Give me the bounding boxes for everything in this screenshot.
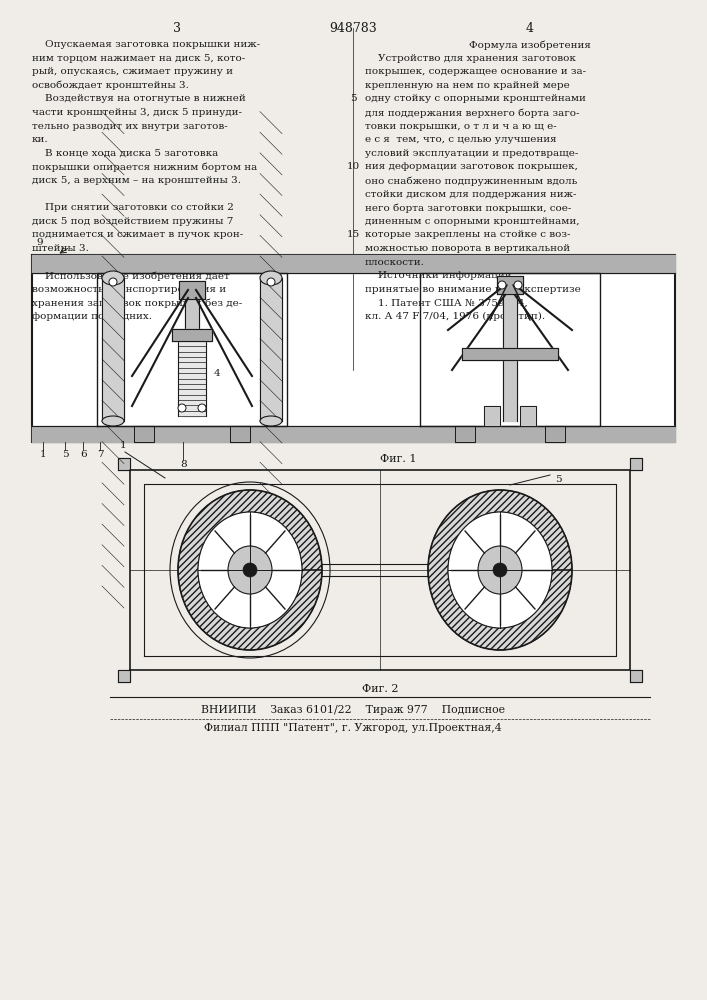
Text: Устройство для хранения заготовок: Устройство для хранения заготовок [365, 54, 576, 63]
Text: освобождает кронштейны 3.: освобождает кронштейны 3. [32, 81, 189, 90]
Text: штейны 3.: штейны 3. [32, 244, 89, 253]
Ellipse shape [102, 416, 124, 426]
Text: плоскости.: плоскости. [365, 258, 425, 267]
Text: него борта заготовки покрышки, сое-: него борта заготовки покрышки, сое- [365, 203, 571, 213]
Text: можностью поворота в вертикальной: можностью поворота в вертикальной [365, 244, 570, 253]
Text: хранения заготовок покрышек без де-: хранения заготовок покрышек без де- [32, 298, 243, 308]
Text: товки покрышки, о т л и ч а ю щ е-: товки покрышки, о т л и ч а ю щ е- [365, 122, 556, 131]
Text: 948783: 948783 [329, 22, 377, 35]
Text: поднимается и сжимает в пучок крон-: поднимается и сжимает в пучок крон- [32, 230, 243, 239]
Text: диск 5, а верхним – на кронштейны 3.: диск 5, а верхним – на кронштейны 3. [32, 176, 241, 185]
Text: Фиг. 2: Фиг. 2 [362, 684, 398, 694]
Circle shape [498, 281, 506, 289]
Text: 4: 4 [214, 369, 221, 378]
Text: 4: 4 [526, 22, 534, 35]
Text: В конце хода диска 5 заготовка: В конце хода диска 5 заготовка [32, 149, 218, 158]
Text: для поддержания верхнего борта заго-: для поддержания верхнего борта заго- [365, 108, 580, 117]
Circle shape [243, 563, 257, 577]
Circle shape [178, 404, 186, 412]
Text: е с я  тем, что, с целью улучшения: е с я тем, что, с целью улучшения [365, 135, 556, 144]
Circle shape [198, 404, 206, 412]
Text: Филиал ППП "Патент", г. Ужгород, ул.Проектная,4: Филиал ППП "Патент", г. Ужгород, ул.Прое… [204, 723, 502, 733]
Text: крепленную на нем по крайней мере: крепленную на нем по крайней мере [365, 81, 570, 90]
Text: 3: 3 [104, 351, 110, 360]
Text: 5: 5 [350, 94, 356, 103]
Circle shape [109, 278, 117, 286]
Text: Воздействуя на отогнутые в нижней: Воздействуя на отогнутые в нижней [32, 94, 246, 103]
Text: Формула изобретения: Формула изобретения [469, 40, 591, 49]
Text: 8: 8 [180, 460, 187, 469]
Text: Фиг. 1: Фиг. 1 [380, 454, 416, 464]
Text: покрышек, содержащее основание и за-: покрышек, содержащее основание и за- [365, 67, 586, 76]
Text: 1: 1 [40, 450, 47, 459]
Text: диск 5 под воздействием пружины 7: диск 5 под воздействием пружины 7 [32, 217, 233, 226]
Text: 3: 3 [173, 22, 181, 35]
Ellipse shape [198, 512, 302, 628]
Text: покрышки опирается нижним бортом на: покрышки опирается нижним бортом на [32, 162, 257, 172]
Text: 2: 2 [200, 331, 206, 340]
Ellipse shape [478, 546, 522, 594]
Text: 15: 15 [346, 230, 360, 239]
Text: тельно разводит их внутри заготов-: тельно разводит их внутри заготов- [32, 122, 228, 131]
Text: которые закреплены на стойке с воз-: которые закреплены на стойке с воз- [365, 230, 571, 239]
Text: 1: 1 [120, 441, 127, 450]
Text: принятые во внимание при экспертизе: принятые во внимание при экспертизе [365, 285, 580, 294]
Text: 9: 9 [36, 238, 42, 247]
Text: Источники информации,: Источники информации, [365, 271, 515, 280]
Circle shape [514, 281, 522, 289]
Text: ки.: ки. [32, 135, 49, 144]
Text: 5: 5 [62, 450, 69, 459]
Polygon shape [178, 490, 322, 650]
Text: 7: 7 [97, 450, 104, 459]
Text: 1. Патент США № 3759394,: 1. Патент США № 3759394, [365, 298, 527, 307]
Text: части кронштейны 3, диск 5 принуди-: части кронштейны 3, диск 5 принуди- [32, 108, 242, 117]
Text: 6: 6 [80, 450, 87, 459]
Text: одну стойку с опорными кронштейнами: одну стойку с опорными кронштейнами [365, 94, 586, 103]
Circle shape [267, 278, 275, 286]
Text: Опускаемая заготовка покрышки ниж-: Опускаемая заготовка покрышки ниж- [32, 40, 260, 49]
Ellipse shape [260, 416, 282, 426]
Text: ним торцом нажимает на диск 5, кото-: ним торцом нажимает на диск 5, кото- [32, 54, 245, 63]
Text: Использование изобретения дает: Использование изобретения дает [32, 271, 230, 281]
Text: рый, опускаясь, сжимает пружину и: рый, опускаясь, сжимает пружину и [32, 67, 233, 76]
Text: ния деформации заготовок покрышек,: ния деформации заготовок покрышек, [365, 162, 578, 171]
Ellipse shape [102, 271, 124, 285]
Text: ВНИИПИ    Заказ 6101/22    Тираж 977    Подписное: ВНИИПИ Заказ 6101/22 Тираж 977 Подписное [201, 705, 505, 715]
Circle shape [493, 563, 507, 577]
Ellipse shape [228, 546, 272, 594]
Text: условий эксплуатации и предотвраще-: условий эксплуатации и предотвраще- [365, 149, 578, 158]
Text: оно снабжено подпружиненным вдоль: оно снабжено подпружиненным вдоль [365, 176, 577, 186]
Polygon shape [428, 490, 572, 650]
Text: стойки диском для поддержания ниж-: стойки диском для поддержания ниж- [365, 190, 576, 199]
Text: 10: 10 [346, 162, 360, 171]
Text: диненным с опорными кронштейнами,: диненным с опорными кронштейнами, [365, 217, 580, 226]
Text: При снятии заготовки со стойки 2: При снятии заготовки со стойки 2 [32, 203, 234, 212]
Text: возможность транспортирования и: возможность транспортирования и [32, 285, 226, 294]
Ellipse shape [448, 512, 552, 628]
Ellipse shape [260, 271, 282, 285]
Text: 5: 5 [555, 475, 561, 484]
Text: формации последних.: формации последних. [32, 312, 152, 321]
Text: кл. А 47 F 7/04, 1976 (прототип).: кл. А 47 F 7/04, 1976 (прототип). [365, 312, 545, 321]
Bar [32, 255, 675, 442]
